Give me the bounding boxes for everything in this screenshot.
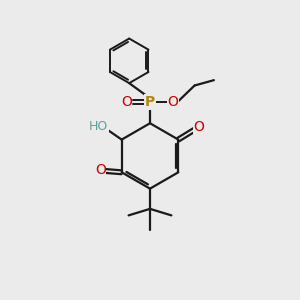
Text: P: P bbox=[145, 95, 155, 109]
Text: O: O bbox=[168, 95, 178, 109]
Text: HO: HO bbox=[89, 120, 108, 133]
Text: O: O bbox=[194, 120, 205, 134]
Text: O: O bbox=[95, 163, 106, 177]
Text: O: O bbox=[121, 95, 132, 109]
